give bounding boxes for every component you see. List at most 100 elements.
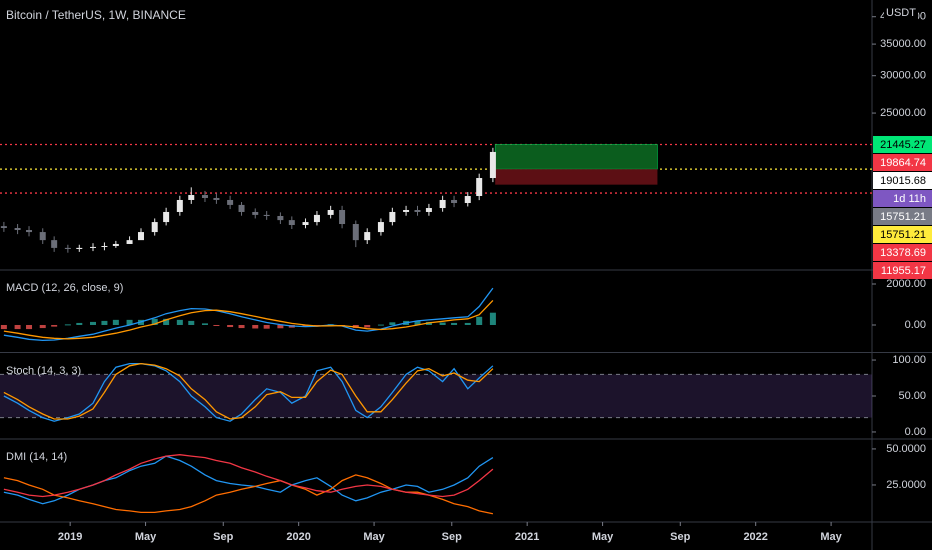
y-tick-label: 25000.00 xyxy=(880,107,926,119)
candle-body xyxy=(489,151,496,179)
candle-body xyxy=(151,222,158,233)
histogram-bar xyxy=(489,312,496,325)
histogram-bar xyxy=(364,324,371,328)
histogram-bar xyxy=(213,324,220,326)
candle-body xyxy=(227,199,234,205)
candle-body xyxy=(112,243,119,247)
histogram-bar xyxy=(451,322,458,325)
price-badge-label: 19015.68 xyxy=(880,175,926,187)
candle-body xyxy=(76,247,83,250)
candle-body xyxy=(364,232,371,241)
x-tick-label: May xyxy=(363,531,385,543)
x-tick-label: May xyxy=(820,531,842,543)
candle-body xyxy=(313,214,320,223)
histogram-bar xyxy=(302,324,309,327)
candle-body xyxy=(137,232,144,241)
candle-body xyxy=(464,196,471,204)
histogram-bar xyxy=(0,324,7,330)
candle-body xyxy=(64,247,71,250)
candle-body xyxy=(425,208,432,212)
profit-zone xyxy=(494,144,658,170)
histogram-bar xyxy=(76,322,83,325)
pane-title: Bitcoin / TetherUS, 1W, BINANCE xyxy=(6,8,186,22)
x-tick-label: Sep xyxy=(670,531,690,543)
price-badge-label: 19864.74 xyxy=(880,157,926,169)
price-badge xyxy=(873,190,932,208)
x-tick-label: Sep xyxy=(442,531,462,543)
indicator-line xyxy=(3,362,494,422)
pane-title: MACD (12, 26, close, 9) xyxy=(6,282,123,294)
candle-body xyxy=(403,209,410,212)
histogram-bar xyxy=(439,322,446,325)
pane-title: DMI (14, 14) xyxy=(6,451,67,463)
price-badge-label: 13378.69 xyxy=(880,247,926,259)
y-tick-label: 0.00 xyxy=(905,319,926,331)
x-tick-label: May xyxy=(592,531,614,543)
candle-body xyxy=(188,195,195,200)
x-tick-label: May xyxy=(135,531,157,543)
price-badge xyxy=(873,172,932,190)
candle-body xyxy=(126,240,133,244)
histogram-bar xyxy=(90,321,97,325)
histogram-bar xyxy=(238,324,245,329)
candle-body xyxy=(51,240,58,248)
candle-body xyxy=(0,226,7,228)
price-badge-label: 15751.21 xyxy=(880,229,926,241)
histogram-bar xyxy=(414,320,421,325)
histogram-bar xyxy=(101,320,108,325)
currency-label: USDT xyxy=(886,7,916,19)
histogram-bar xyxy=(51,324,58,327)
histogram-bar xyxy=(377,324,384,326)
histogram-bar xyxy=(14,324,21,330)
candle-body xyxy=(263,214,270,217)
histogram-bar xyxy=(112,319,119,325)
indicator-line xyxy=(3,362,494,420)
y-tick-label: 50.00 xyxy=(898,390,926,402)
candle-body xyxy=(327,209,334,215)
price-badge-label: 11955.17 xyxy=(881,265,926,277)
candle-body xyxy=(101,246,108,248)
y-tick-label: 100.00 xyxy=(892,354,926,366)
candle-body xyxy=(288,220,295,226)
x-tick-label: 2021 xyxy=(515,531,539,543)
candle-body xyxy=(339,209,346,225)
candle-body xyxy=(176,199,183,212)
price-badge xyxy=(873,244,932,262)
loss-zone xyxy=(495,169,658,185)
histogram-bar xyxy=(227,324,234,328)
price-badge xyxy=(873,154,932,172)
candle-body xyxy=(451,199,458,204)
price-badge xyxy=(873,262,932,280)
y-tick-label: 0.00 xyxy=(905,426,926,438)
histogram-bar xyxy=(464,322,471,325)
candle-body xyxy=(238,204,245,212)
x-tick-label: 2019 xyxy=(58,531,82,543)
candle-body xyxy=(163,211,170,223)
histogram-bar xyxy=(176,319,183,325)
candle-body xyxy=(439,199,446,209)
histogram-bar xyxy=(151,318,158,325)
y-tick-label: 25.0000 xyxy=(886,479,926,491)
candle-body xyxy=(277,216,284,221)
candle-body xyxy=(201,195,208,198)
candle-body xyxy=(252,211,259,215)
y-tick-label: 35000.00 xyxy=(880,38,926,50)
histogram-bar xyxy=(126,319,133,325)
x-tick-label: Sep xyxy=(213,531,233,543)
candle-body xyxy=(14,227,21,231)
stoch-band xyxy=(0,374,872,418)
pane-title: Stoch (14, 3, 3) xyxy=(6,365,81,377)
histogram-bar xyxy=(476,316,483,325)
x-tick-label: 2022 xyxy=(743,531,767,543)
candle-body xyxy=(26,230,33,233)
indicator-line xyxy=(3,474,494,515)
price-badge-label: 21445.27 xyxy=(880,139,926,151)
histogram-bar xyxy=(263,324,270,329)
histogram-bar xyxy=(252,324,259,329)
price-badge-label: 1d 11h xyxy=(893,193,926,205)
candle-body xyxy=(377,222,384,233)
x-tick-label: 2020 xyxy=(286,531,310,543)
y-tick-label: 30000.00 xyxy=(880,70,926,82)
y-tick-label: 50.0000 xyxy=(886,443,926,455)
